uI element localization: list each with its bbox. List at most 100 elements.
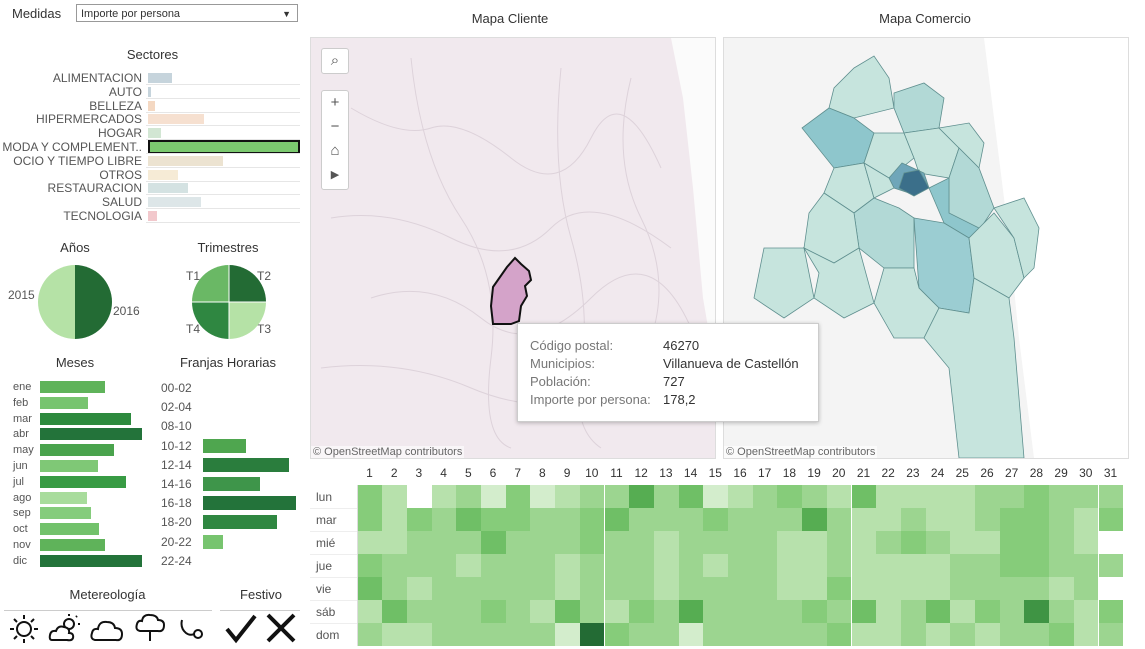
mapa-comercio[interactable]: © OpenStreetMap contributors — [723, 37, 1129, 459]
month-row[interactable]: ene — [0, 380, 150, 394]
sector-row[interactable]: SALUD — [0, 195, 300, 210]
heatmap-cell[interactable] — [678, 485, 704, 508]
heatmap-cell[interactable] — [752, 531, 778, 554]
heatmap-cell[interactable] — [999, 623, 1025, 646]
hour-range-row[interactable]: 08-10 — [155, 418, 300, 434]
sector-bar[interactable] — [148, 100, 156, 111]
month-bar[interactable] — [40, 554, 142, 567]
heatmap-cell[interactable] — [629, 554, 654, 577]
heatmap-cell[interactable] — [579, 623, 605, 646]
heatmap-cell[interactable] — [900, 623, 926, 646]
hour-range-row[interactable]: 00-02 — [155, 380, 300, 396]
heatmap-cell[interactable] — [703, 508, 728, 531]
heatmap-cell[interactable] — [456, 600, 481, 623]
heatmap-cell[interactable] — [1098, 623, 1124, 646]
heatmap-cell[interactable] — [555, 623, 580, 646]
heatmap-cell[interactable] — [802, 623, 827, 646]
heatmap-cell[interactable] — [629, 531, 654, 554]
heatmap-cell[interactable] — [382, 531, 407, 554]
heatmap-cell[interactable] — [456, 623, 481, 646]
pie-slice-t2[interactable] — [229, 265, 266, 302]
cloud-icon[interactable] — [89, 613, 125, 645]
heatmap-cell[interactable] — [1073, 531, 1099, 554]
heatmap-cell[interactable] — [530, 600, 556, 623]
heatmap-cell[interactable] — [703, 531, 728, 554]
heatmap-cell[interactable] — [1024, 485, 1050, 508]
heatmap-cell[interactable] — [505, 485, 531, 508]
month-row[interactable]: ago — [0, 491, 150, 505]
heatmap-cell[interactable] — [777, 485, 803, 508]
heatmap-cell[interactable] — [1024, 554, 1050, 577]
trimestres-pie[interactable] — [191, 264, 267, 340]
hour-range-bar[interactable] — [203, 477, 260, 491]
heatmap-cell[interactable] — [876, 508, 901, 531]
home-icon[interactable]: ⌂ — [330, 142, 340, 159]
medidas-dropdown[interactable]: Importe por persona ▼ — [76, 4, 298, 22]
month-bar[interactable] — [40, 428, 142, 441]
heatmap-cell[interactable] — [1098, 577, 1124, 600]
heatmap-cell[interactable] — [925, 508, 951, 531]
heatmap-cell[interactable] — [653, 577, 679, 600]
heatmap-cell[interactable] — [826, 600, 852, 623]
heatmap-cell[interactable] — [826, 577, 852, 600]
heatmap-cell[interactable] — [728, 577, 753, 600]
heatmap-cell[interactable] — [826, 554, 852, 577]
heatmap-cell[interactable] — [456, 577, 481, 600]
heatmap-cell[interactable] — [925, 577, 951, 600]
heatmap-cell[interactable] — [530, 623, 556, 646]
heatmap-cell[interactable] — [1073, 600, 1099, 623]
heatmap-cell[interactable] — [678, 600, 704, 623]
heatmap-cell[interactable] — [851, 554, 877, 577]
heatmap-cell[interactable] — [802, 600, 827, 623]
heatmap-cell[interactable] — [728, 623, 753, 646]
heatmap-cell[interactable] — [1024, 600, 1050, 623]
sector-bar[interactable] — [148, 197, 202, 208]
heatmap-cell[interactable] — [1024, 531, 1050, 554]
heatmap-cell[interactable] — [653, 508, 679, 531]
heatmap-cell[interactable] — [1098, 531, 1124, 554]
heatmap-cell[interactable] — [406, 600, 432, 623]
hour-range-bar[interactable] — [203, 438, 246, 453]
heatmap-cell[interactable] — [703, 577, 728, 600]
heatmap-cell[interactable] — [357, 554, 383, 577]
heatmap-cell[interactable] — [1098, 554, 1124, 577]
heatmap-cell[interactable] — [876, 485, 901, 508]
heatmap-cell[interactable] — [999, 531, 1025, 554]
heatmap-cell[interactable] — [950, 508, 975, 531]
heatmap-cell[interactable] — [653, 623, 679, 646]
heatmap-cell[interactable] — [925, 554, 951, 577]
heatmap-cell[interactable] — [876, 623, 901, 646]
check-icon[interactable] — [224, 612, 258, 644]
heatmap-cell[interactable] — [481, 531, 506, 554]
heatmap-cell[interactable] — [752, 600, 778, 623]
month-row[interactable]: oct — [0, 522, 150, 536]
heatmap-cell[interactable] — [752, 623, 778, 646]
heatmap-cell[interactable] — [999, 554, 1025, 577]
heatmap-cell[interactable] — [728, 554, 753, 577]
heatmap-cell[interactable] — [1049, 600, 1074, 623]
heatmap-cell[interactable] — [653, 600, 679, 623]
heatmap-cell[interactable] — [925, 485, 951, 508]
pie-slice-2016[interactable] — [75, 265, 112, 339]
heatmap-cell[interactable] — [481, 600, 506, 623]
heatmap-cell[interactable] — [851, 623, 877, 646]
heatmap-cell[interactable] — [530, 531, 556, 554]
heatmap-cell[interactable] — [1049, 554, 1074, 577]
heatmap-cell[interactable] — [604, 623, 630, 646]
heatmap-cell[interactable] — [382, 485, 407, 508]
heatmap-cell[interactable] — [975, 600, 1000, 623]
hour-range-bar[interactable] — [203, 534, 224, 549]
month-bar[interactable] — [40, 539, 106, 551]
map-search-button[interactable]: ⌕ — [321, 48, 349, 74]
heatmap-cell[interactable] — [1049, 577, 1074, 600]
wind-icon[interactable] — [178, 616, 206, 642]
heatmap-cell[interactable] — [604, 554, 630, 577]
heatmap-cell[interactable] — [876, 554, 901, 577]
heatmap-cell[interactable] — [851, 577, 877, 600]
sector-bar[interactable] — [148, 211, 157, 221]
heatmap-cell[interactable] — [406, 577, 432, 600]
sector-bar[interactable] — [148, 86, 151, 97]
heatmap-cell[interactable] — [950, 554, 975, 577]
hour-range-bar[interactable] — [203, 496, 296, 511]
pie-slice-2015[interactable] — [38, 265, 75, 339]
